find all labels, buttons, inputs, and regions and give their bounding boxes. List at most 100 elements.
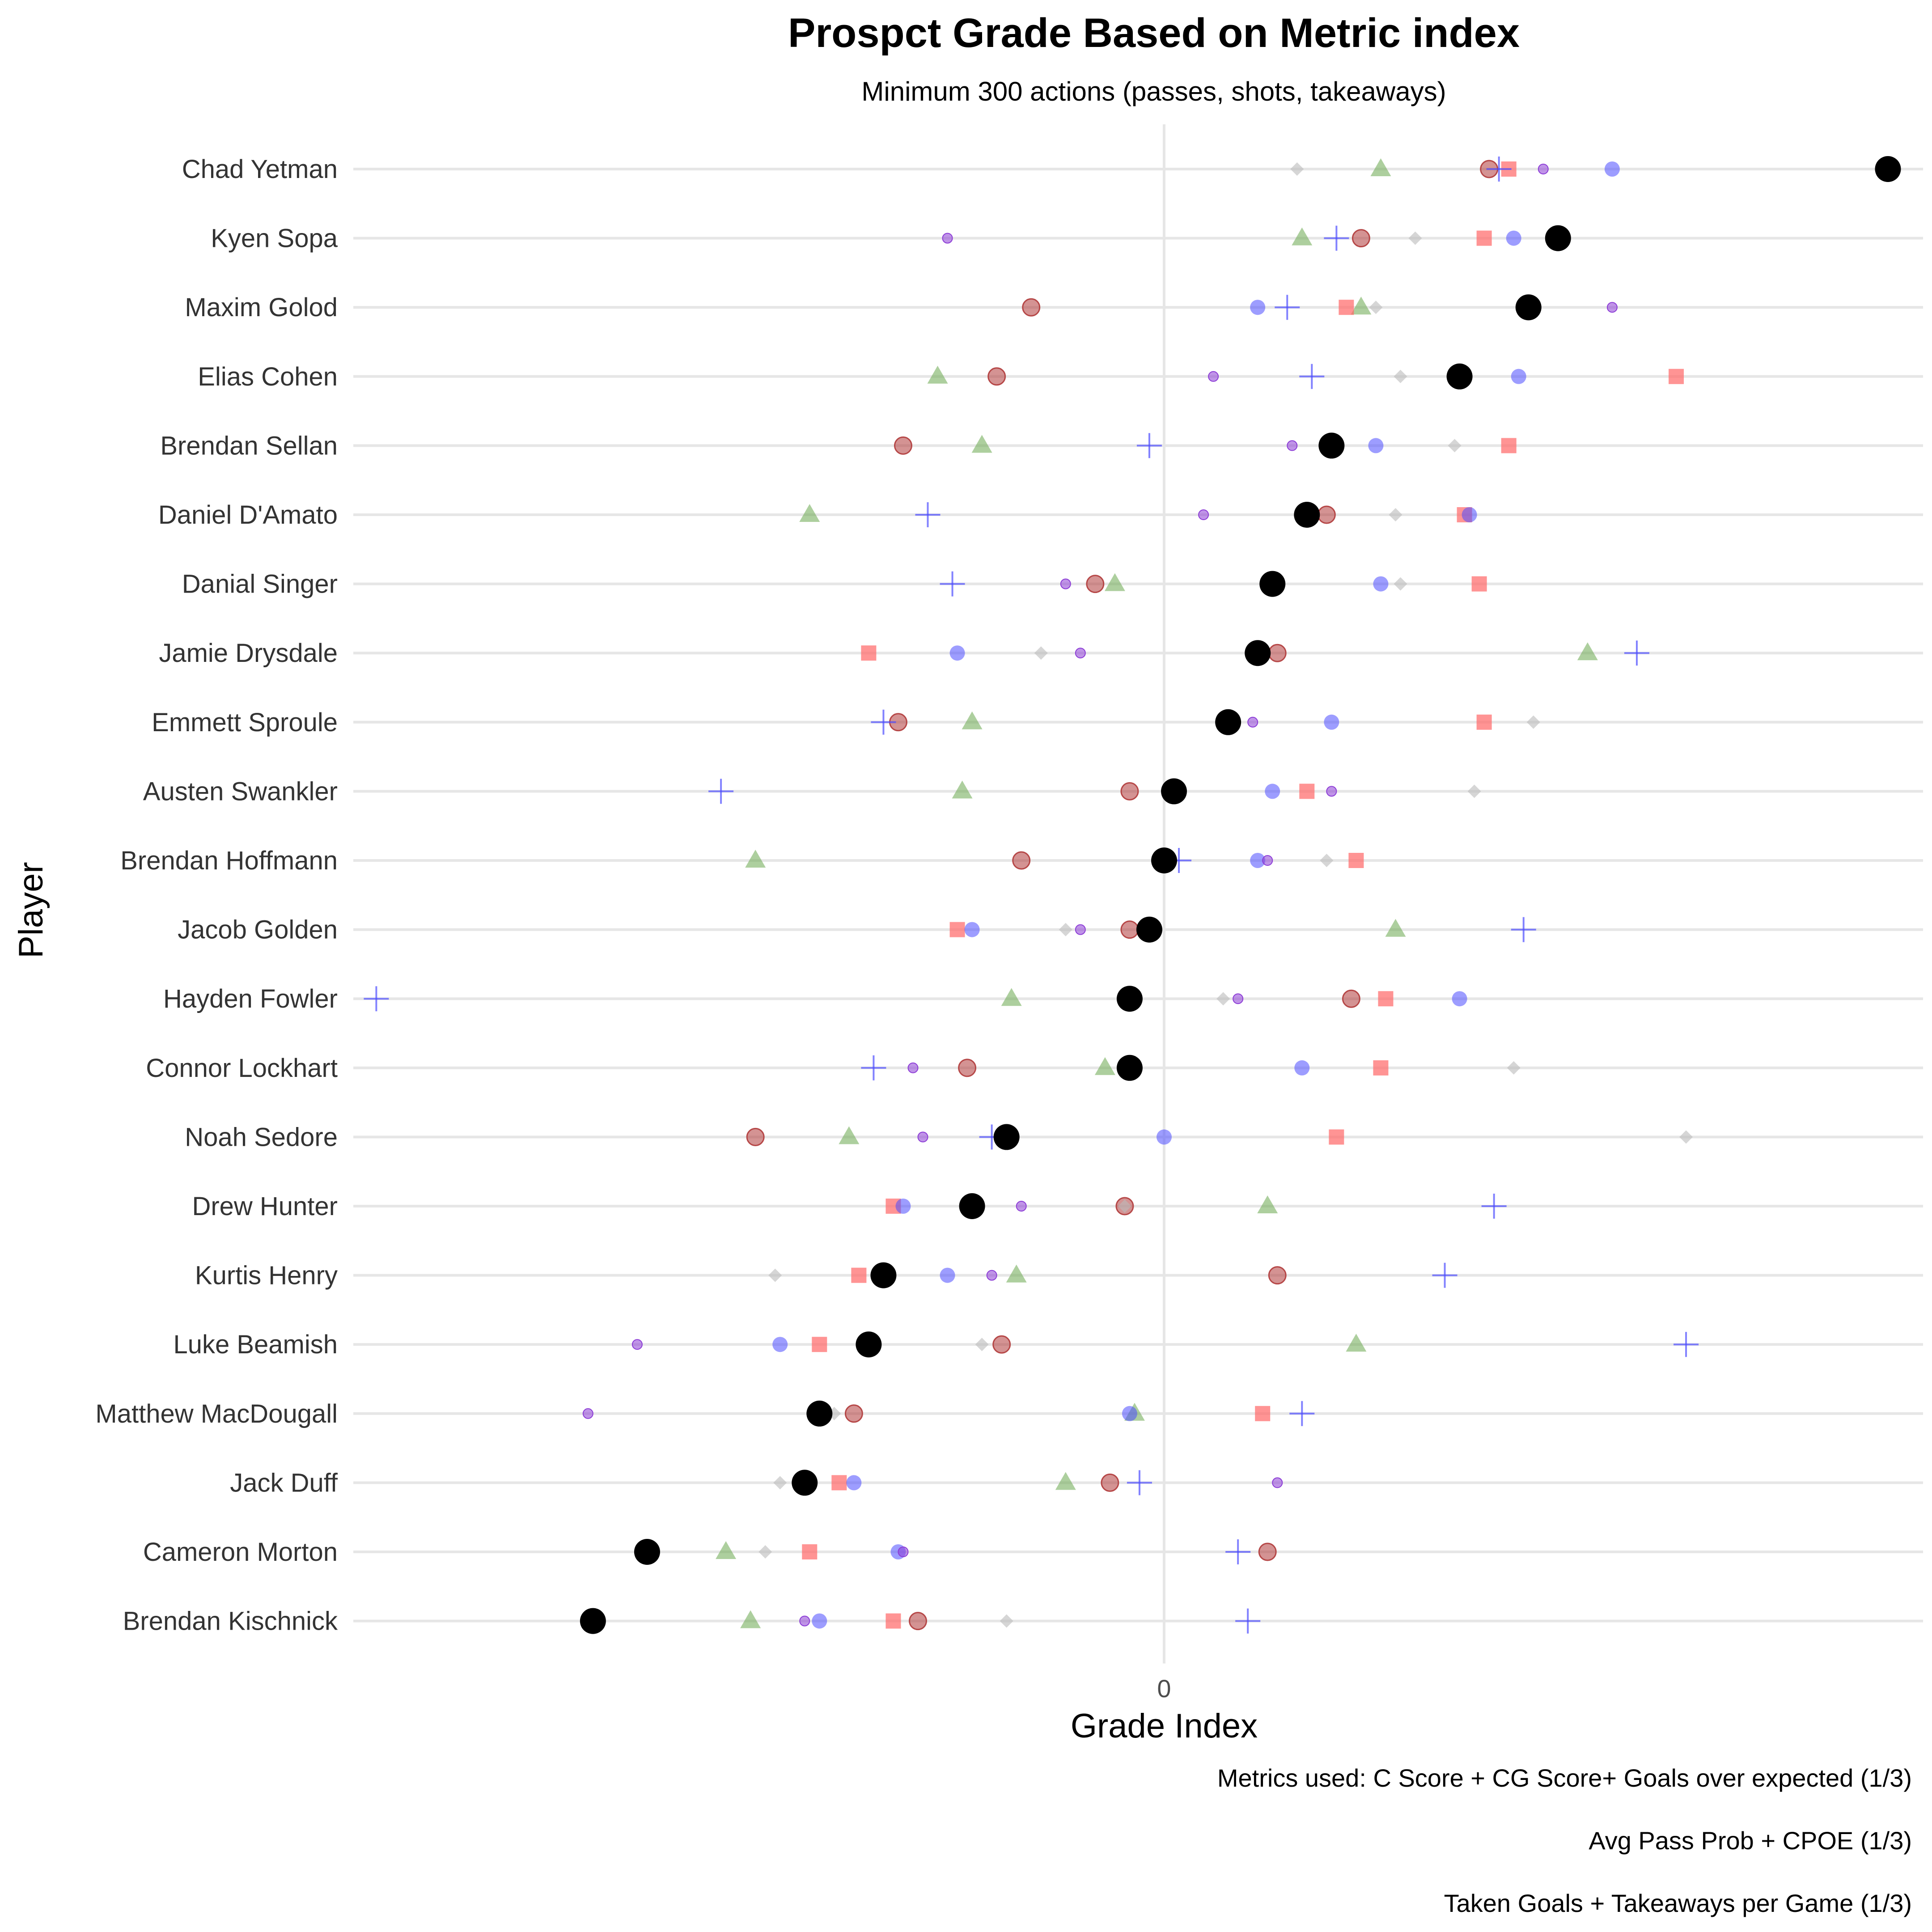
point-metric-red-circle: [894, 436, 912, 455]
point-metric-plus: [1225, 1539, 1251, 1564]
point-metric-red-circle: [1268, 1266, 1287, 1285]
point-metric-purple-circle: [1198, 509, 1209, 520]
point-metric-diamond: [1389, 508, 1402, 521]
point-metric-purple-circle: [942, 233, 953, 244]
point-metric-square: [949, 922, 965, 937]
point-metric-plus: [1481, 1194, 1507, 1219]
point-metric-triangle: [1351, 297, 1372, 315]
point-metric-triangle: [716, 1541, 737, 1559]
point-metric-plus: [1289, 1401, 1315, 1426]
point-metric-red-circle: [1342, 989, 1360, 1008]
point-metric-plus: [1432, 1263, 1457, 1288]
point-grade-index: [1151, 847, 1177, 873]
player-label: Hayden Fowler: [163, 984, 338, 1013]
point-metric-triangle: [927, 365, 948, 384]
point-metric-blue-circle: [1250, 300, 1266, 315]
point-grade-index: [580, 1608, 606, 1634]
point-metric-diamond: [1408, 231, 1422, 245]
point-grade-index: [959, 1193, 985, 1219]
point-metric-plus: [1136, 433, 1162, 458]
chart-subtitle: Minimum 300 actions (passes, shots, take…: [861, 76, 1446, 106]
point-metric-blue-circle: [1122, 1406, 1137, 1421]
player-label: Brendan Sellan: [160, 431, 338, 460]
point-metric-square: [1471, 576, 1487, 592]
point-metric-red-circle: [1352, 229, 1370, 248]
point-metric-blue-circle: [1511, 369, 1526, 384]
player-label: Daniel D'Amato: [158, 500, 338, 530]
point-metric-blue-circle: [964, 922, 980, 937]
point-metric-purple-circle: [582, 1408, 593, 1419]
point-metric-triangle: [1257, 1195, 1278, 1213]
point-metric-square: [1669, 369, 1684, 384]
chart-title: Prospct Grade Based on Metric index: [788, 10, 1520, 56]
point-grade-index: [792, 1470, 818, 1496]
point-metric-purple-circle: [1208, 371, 1219, 382]
point-metric-purple-circle: [1326, 786, 1337, 797]
point-metric-plus: [861, 1055, 886, 1080]
point-metric-blue-circle: [1462, 507, 1477, 522]
point-metric-triangle: [1006, 1264, 1027, 1283]
point-metric-purple-circle: [917, 1131, 928, 1143]
point-metric-triangle: [1577, 642, 1598, 661]
point-metric-square: [1476, 714, 1492, 730]
point-metric-triangle: [1292, 227, 1313, 246]
point-metric-diamond: [773, 1476, 787, 1490]
player-label: Noah Sedore: [185, 1123, 338, 1152]
point-metric-plus: [1674, 1332, 1699, 1357]
point-metric-square: [1476, 230, 1492, 246]
point-metric-diamond: [1394, 577, 1407, 591]
point-metric-red-circle: [746, 1127, 765, 1146]
point-grade-index: [1318, 432, 1345, 459]
player-label: Brendan Kischnick: [123, 1607, 338, 1636]
point-metric-square: [1339, 300, 1354, 315]
point-metric-purple-circle: [1287, 440, 1298, 451]
point-metric-triangle: [839, 1126, 860, 1144]
point-grade-index: [870, 1262, 897, 1288]
point-metric-red-circle: [1086, 575, 1105, 593]
point-metric-diamond: [768, 1268, 782, 1282]
player-label: Connor Lockhart: [146, 1054, 338, 1083]
point-metric-blue-circle: [1250, 853, 1266, 868]
point-metric-plus: [708, 779, 734, 804]
point-metric-square: [1329, 1129, 1344, 1145]
point-metric-red-circle: [844, 1404, 863, 1423]
point-metric-blue-circle: [1452, 991, 1467, 1007]
player-label: Jacob Golden: [178, 915, 338, 945]
point-metric-diamond: [1467, 784, 1481, 798]
point-metric-purple-circle: [986, 1270, 997, 1281]
point-metric-purple-circle: [898, 1546, 909, 1557]
point-metric-diamond: [1216, 992, 1230, 1006]
point-metric-purple-circle: [1075, 924, 1086, 935]
point-grade-index: [1136, 916, 1162, 943]
y-axis-label: Player: [12, 862, 50, 958]
point-metric-plus: [1486, 157, 1512, 182]
point-metric-blue-circle: [772, 1337, 788, 1352]
point-metric-blue-circle: [895, 1199, 911, 1214]
point-metric-plus: [364, 986, 389, 1012]
point-metric-blue-circle: [1157, 1129, 1172, 1145]
point-metric-triangle: [952, 780, 973, 799]
point-grade-index: [1116, 986, 1143, 1012]
point-grade-index: [806, 1400, 833, 1427]
player-label: Luke Beamish: [173, 1330, 338, 1359]
point-metric-red-circle: [1120, 920, 1139, 939]
point-grade-index: [1245, 640, 1271, 666]
point-metric-triangle: [971, 435, 992, 453]
point-metric-triangle: [1001, 988, 1022, 1006]
player-label: Jamie Drysdale: [159, 639, 338, 668]
point-metric-square: [812, 1337, 827, 1352]
player-label: Kurtis Henry: [195, 1261, 338, 1290]
point-metric-red-circle: [1317, 505, 1336, 524]
point-metric-triangle: [745, 850, 766, 868]
player-label: Elias Cohen: [198, 362, 338, 391]
point-metric-square: [1255, 1406, 1271, 1421]
player-label: Chad Yetman: [182, 155, 338, 184]
x-axis-label: Grade Index: [1071, 1707, 1258, 1745]
point-metric-red-circle: [1012, 851, 1031, 870]
point-metric-blue-circle: [1604, 161, 1620, 177]
point-metric-plus: [1235, 1608, 1261, 1634]
point-metric-diamond: [1118, 1199, 1131, 1213]
point-metric-purple-circle: [1538, 164, 1549, 174]
point-metric-diamond: [1394, 369, 1407, 383]
point-metric-red-circle: [958, 1059, 977, 1077]
